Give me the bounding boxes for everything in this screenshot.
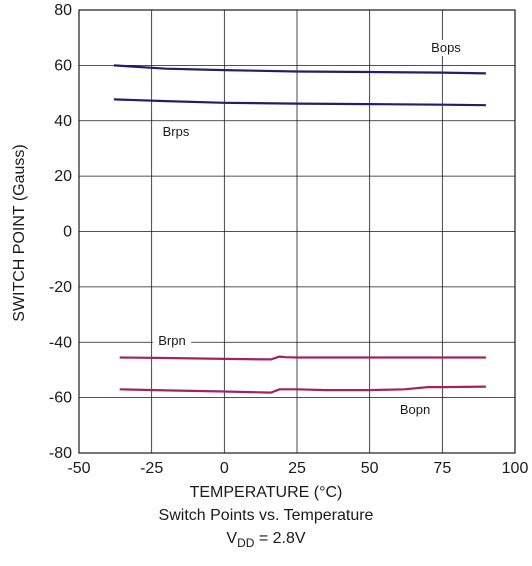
y-tick-labels: 80 60 40 20 0 -20 -40 -60 -80	[49, 2, 72, 462]
chart-title: Switch Points vs. Temperature	[158, 507, 374, 524]
series-label-background	[156, 124, 196, 140]
series-label-background	[152, 333, 192, 349]
x-tick-labels: -50 -25 0 25 50 75 100	[67, 460, 528, 477]
x-tick-label: 0	[220, 460, 229, 477]
x-tick-label: 50	[361, 460, 379, 477]
x-tick-label: 100	[502, 460, 529, 477]
subtitle-subscript: DD	[237, 536, 255, 550]
chart-subtitle: VDD = 2.8V	[0, 530, 532, 550]
x-tick-label: -25	[140, 460, 163, 477]
series-label-bops: Bops	[431, 40, 461, 55]
y-tick-label: 40	[54, 113, 72, 130]
series-lines	[113, 64, 486, 394]
series-label-background	[395, 402, 435, 418]
y-axis-title: SWITCH POINT (Gauss)	[11, 144, 28, 322]
series-label-bopn: Bopn	[400, 402, 430, 417]
y-tick-label: 20	[54, 168, 72, 185]
series-line-bopn	[119, 385, 486, 394]
plot-frame	[78, 9, 516, 454]
y-tick-label: -20	[49, 279, 72, 296]
x-tick-label: 75	[433, 460, 451, 477]
y-tick-label: 0	[63, 224, 72, 241]
y-tick-label: -60	[49, 390, 72, 407]
series-label-brpn: Brpn	[158, 333, 185, 348]
series-line-brps	[113, 98, 486, 107]
y-tick-label: 80	[54, 2, 72, 19]
subtitle-main: V	[226, 530, 238, 547]
grid-lines	[78, 9, 516, 454]
x-tick-label: 25	[288, 460, 306, 477]
y-tick-label: -40	[49, 334, 72, 351]
series-labels: Bops Brps Brpn Bopn	[152, 40, 466, 418]
series-line-bops	[113, 64, 486, 75]
x-tick-label: -50	[67, 460, 90, 477]
series-line-brpn	[119, 355, 486, 361]
x-axis-title: TEMPERATURE (°C)	[189, 484, 343, 501]
y-tick-label: -80	[49, 445, 72, 462]
subtitle-rest: = 2.8V	[254, 530, 306, 547]
series-label-brps: Brps	[163, 124, 190, 139]
y-tick-label: 60	[54, 57, 72, 74]
series-label-background	[426, 40, 466, 56]
